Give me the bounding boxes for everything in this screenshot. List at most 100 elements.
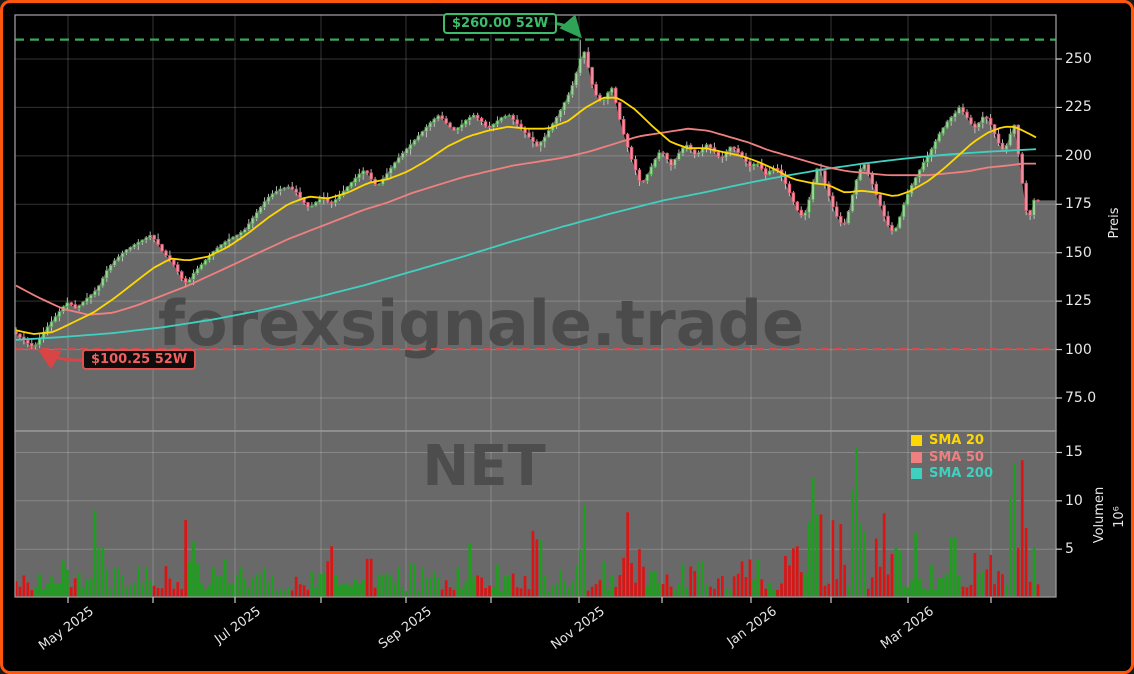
candle-body (97, 285, 101, 292)
volume-bar (148, 580, 152, 598)
volume-bar (38, 574, 41, 598)
volume-bar (354, 579, 357, 598)
candle-body (988, 117, 993, 126)
volume-bar (835, 579, 839, 598)
volume-bar (488, 585, 491, 598)
volume-bar (211, 567, 215, 598)
volume-bar (665, 574, 669, 598)
volume-bar (492, 587, 495, 598)
volume-bar (752, 579, 756, 598)
candle-body (1016, 124, 1021, 155)
volume-bar (705, 584, 708, 598)
volume-bar (73, 578, 77, 598)
volume-bar (314, 586, 318, 598)
legend-label: SMA 20 (929, 433, 984, 448)
candle-body (306, 202, 310, 208)
candle-body (898, 216, 902, 229)
candle-body (618, 102, 622, 120)
candle-body (77, 305, 81, 309)
legend-swatch-icon (911, 451, 922, 463)
volume-bar (677, 583, 681, 598)
candle-body (183, 278, 188, 283)
volume-bar (507, 576, 511, 598)
candle-body (199, 264, 204, 270)
candle-body (254, 212, 259, 219)
volume-bar (377, 574, 381, 598)
volume-bar (160, 588, 164, 598)
candle-body (73, 304, 77, 309)
volume-bar (279, 588, 282, 598)
volume-bar (531, 530, 535, 598)
candle-body (606, 92, 610, 101)
candle-body (511, 115, 515, 121)
candle-body (969, 117, 973, 125)
candle-body (467, 117, 472, 121)
price-tick-label: 125 (1065, 293, 1092, 309)
candle-body (187, 279, 192, 283)
candle-body (318, 198, 322, 203)
volume-bar (890, 554, 894, 598)
volume-bar (373, 587, 377, 598)
candle-body (448, 122, 452, 128)
volume-bar (144, 567, 148, 598)
volume-bar (14, 581, 18, 598)
volume-bar (614, 586, 618, 598)
candle-body (81, 301, 85, 306)
candle-body (554, 117, 559, 125)
volume-bar (1016, 548, 1020, 598)
candle-body (602, 99, 606, 102)
candle-body (314, 201, 318, 207)
candle-body (203, 259, 208, 266)
volume-axis-label: Volumen (1092, 486, 1107, 544)
volume-tick-label: 5 (1065, 541, 1074, 557)
candle-body (681, 147, 685, 154)
volume-bar (590, 586, 594, 598)
candle-body (160, 244, 164, 252)
volume-bar (788, 565, 791, 598)
candle-body (120, 252, 125, 258)
volume-bar (286, 587, 290, 598)
volume-bar (1020, 460, 1024, 598)
candle-body (515, 119, 519, 125)
candle-body (179, 271, 184, 280)
volume-bar (81, 586, 85, 598)
candle-body (854, 179, 859, 196)
volume-bar (634, 582, 637, 598)
candle-body (558, 109, 563, 119)
volume-bar (701, 560, 704, 598)
candle-body (527, 132, 531, 138)
volume-bar (65, 569, 69, 598)
volume-bar (886, 574, 890, 598)
volume-bar (953, 537, 957, 598)
volume-bar (685, 587, 689, 598)
candle-body (223, 241, 227, 246)
candle-body (432, 118, 436, 124)
volume-bar (653, 570, 657, 598)
volume-bar (156, 588, 160, 598)
candle-body (696, 152, 701, 155)
candle-body (878, 194, 882, 206)
candle-body (653, 158, 658, 168)
volume-bar (338, 584, 341, 598)
candle-body (290, 186, 294, 190)
candle-body (286, 186, 290, 189)
volume-bar (543, 575, 547, 598)
volume-bar (748, 559, 752, 598)
volume-bar (468, 543, 472, 598)
sma-20-line (15, 96, 1037, 335)
volume-bar (697, 561, 700, 598)
candle-body (132, 244, 137, 248)
candle-body (973, 123, 977, 129)
volume-bar (342, 583, 345, 598)
candle-body (661, 152, 665, 155)
candle-body (831, 195, 835, 208)
volume-bar (713, 588, 716, 598)
price-tick-label: 75.0 (1065, 390, 1097, 406)
volume-bar (263, 567, 266, 598)
volume-bar (62, 560, 65, 598)
price-area-fill (15, 52, 1056, 431)
volume-bar (46, 583, 49, 598)
candle-body (491, 123, 496, 128)
price-tick-label: 250 (1065, 51, 1092, 67)
candle-body (823, 170, 827, 185)
